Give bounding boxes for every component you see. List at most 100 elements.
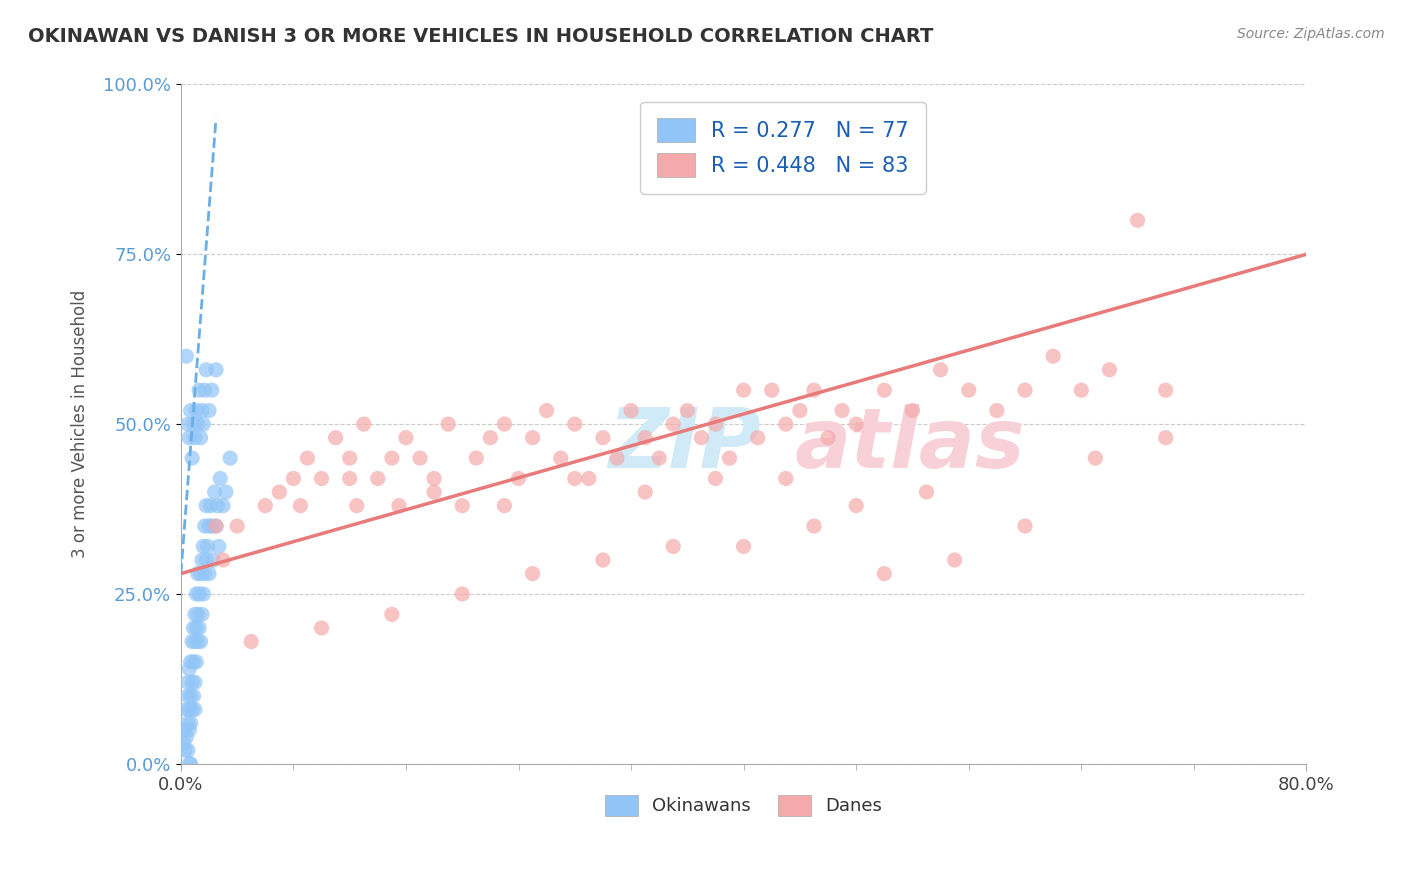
Point (254, 499, 277, 513)
Point (662, 417, 685, 431)
Point (183, 621, 205, 635)
Point (1084, 451, 1107, 466)
Point (194, 566, 217, 581)
Point (195, 363, 218, 377)
Point (662, 540, 685, 554)
Point (817, 431, 839, 445)
Point (346, 499, 368, 513)
Point (191, 403, 214, 417)
Point (188, 621, 211, 635)
Point (207, 499, 229, 513)
Point (747, 431, 769, 445)
Point (353, 417, 375, 431)
Point (606, 451, 628, 466)
Point (718, 451, 741, 466)
Point (1070, 383, 1092, 397)
Point (183, 655, 205, 669)
Point (181, 451, 204, 466)
Point (311, 471, 333, 485)
Point (311, 621, 333, 635)
Point (187, 566, 209, 581)
Point (381, 451, 404, 466)
Point (201, 519, 224, 533)
Point (198, 519, 221, 533)
Point (198, 566, 221, 581)
Point (174, 743, 197, 757)
Point (195, 553, 218, 567)
Point (183, 417, 205, 431)
Point (177, 689, 200, 703)
Point (437, 417, 460, 431)
Text: atlas: atlas (794, 404, 1025, 485)
Point (564, 471, 586, 485)
Point (494, 499, 516, 513)
Point (761, 383, 783, 397)
Point (179, 431, 201, 445)
Point (957, 383, 980, 397)
Point (943, 553, 966, 567)
Point (929, 363, 952, 377)
Point (367, 471, 389, 485)
Point (180, 655, 202, 669)
Point (508, 471, 530, 485)
Point (733, 383, 755, 397)
Point (536, 403, 558, 417)
Point (1126, 213, 1149, 227)
Point (176, 730, 198, 744)
Point (179, 723, 201, 737)
Point (205, 363, 228, 377)
Point (423, 485, 446, 500)
Point (915, 485, 938, 500)
Point (479, 431, 502, 445)
Point (188, 587, 211, 601)
Point (194, 519, 217, 533)
Text: ZIP: ZIP (609, 404, 761, 485)
Point (195, 499, 218, 513)
Point (193, 417, 215, 431)
Point (179, 756, 201, 771)
Point (339, 451, 361, 466)
Point (200, 499, 222, 513)
Point (648, 451, 671, 466)
Point (592, 431, 614, 445)
Point (205, 519, 228, 533)
Point (186, 403, 208, 417)
Legend: Okinawans, Danes: Okinawans, Danes (598, 788, 889, 822)
Point (205, 519, 228, 533)
Point (212, 499, 235, 513)
Point (1014, 383, 1036, 397)
Point (177, 743, 200, 757)
Point (173, 736, 195, 750)
Point (183, 689, 205, 703)
Point (986, 403, 1008, 417)
Point (634, 431, 657, 445)
Point (901, 403, 924, 417)
Point (775, 417, 797, 431)
Point (845, 417, 868, 431)
Point (423, 471, 446, 485)
Point (180, 403, 202, 417)
Point (176, 702, 198, 716)
Point (564, 417, 586, 431)
Point (395, 431, 418, 445)
Point (578, 471, 600, 485)
Point (186, 621, 208, 635)
Point (873, 566, 896, 581)
Point (190, 431, 212, 445)
Point (180, 756, 202, 771)
Point (187, 607, 209, 622)
Text: OKINAWAN VS DANISH 3 OR MORE VEHICLES IN HOUSEHOLD CORRELATION CHART: OKINAWAN VS DANISH 3 OR MORE VEHICLES IN… (28, 27, 934, 45)
Point (181, 702, 204, 716)
Point (388, 499, 411, 513)
Point (174, 723, 197, 737)
Point (733, 540, 755, 554)
Point (201, 383, 224, 397)
Point (845, 499, 868, 513)
Point (704, 471, 727, 485)
Point (269, 485, 291, 500)
Point (212, 553, 235, 567)
Point (179, 702, 201, 716)
Point (184, 431, 207, 445)
Point (193, 540, 215, 554)
Point (184, 607, 207, 622)
